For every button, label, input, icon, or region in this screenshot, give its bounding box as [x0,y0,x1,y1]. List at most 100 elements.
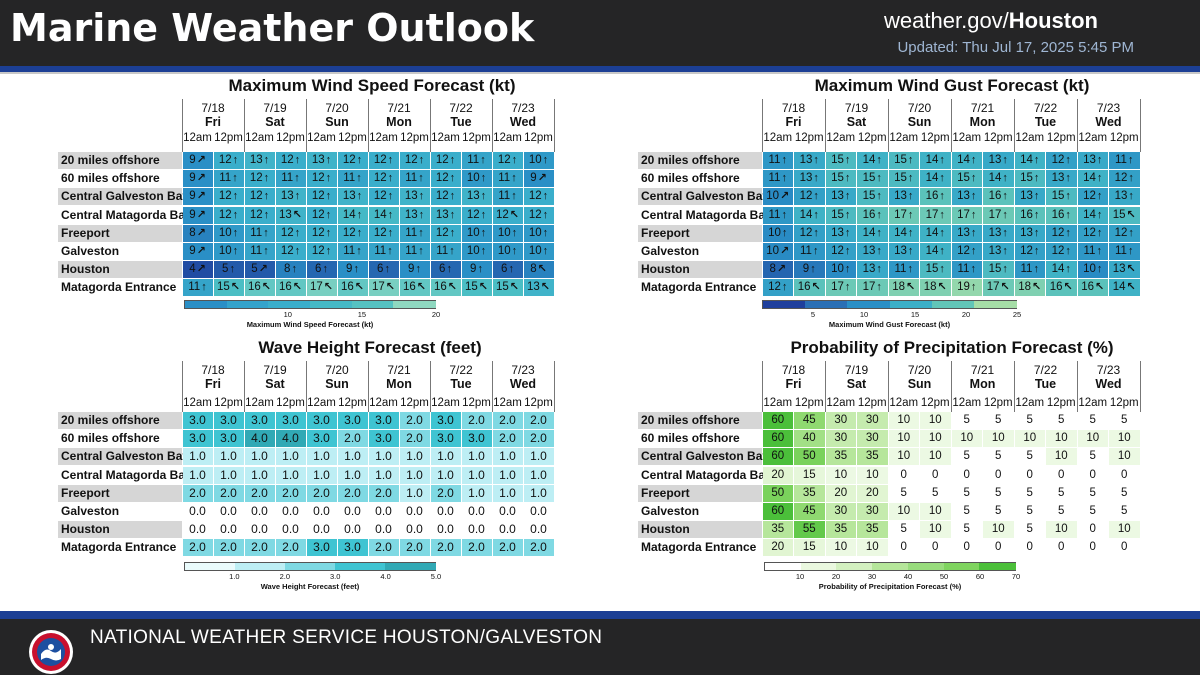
gust-value-cell: 11↑ [1109,152,1140,169]
wind-value-cell: 5↗ [244,261,275,279]
day-separator [430,361,431,412]
wind-value-cell: 5↑ [213,261,244,279]
wind-value: 13 [280,190,294,203]
wave-value: 1.0 [344,467,361,482]
gust-value-cell: 13↑ [857,261,888,279]
date-label: 7/21 [387,101,411,115]
gust-value-cell: 11↑ [1077,243,1108,260]
gust-value: 11 [894,263,907,276]
wind-direction-arrow-icon: ↑ [939,172,945,185]
wind-value: 12 [404,154,418,166]
pop-value-cell: 5 [983,448,1014,466]
wind-value: 10 [466,245,480,257]
pop-value-cell: 30 [825,503,856,520]
gust-value: 17 [831,281,844,294]
wave-value-cell: 0.0 [182,503,213,520]
date-label: 7/23 [1096,363,1121,377]
gust-value: 14 [925,226,939,239]
wave-value: 1.0 [530,467,547,482]
wind-value-cell: 13↑ [306,152,337,169]
gust-value-cell: 13↑ [888,188,919,206]
gust-value: 18 [923,281,937,294]
wind-direction-arrow-icon: ↑ [1002,172,1008,185]
wave-value-cell: 1.0 [275,466,306,484]
day-label: Mon [969,115,996,129]
gust-value: 15 [894,154,907,166]
gust-value-cell: 11↑ [1109,243,1140,260]
wave-value-cell: 0.0 [523,503,554,520]
wind-value-cell: 16↖ [244,279,275,297]
gust-value: 13 [1051,172,1065,185]
pop-value: 0 [1089,541,1096,554]
wind-direction-arrow-icon: ↑ [876,226,882,239]
wind-direction-arrow-icon: ↑ [1127,245,1134,257]
wave-value: 0.0 [313,504,330,518]
gust-value: 10 [766,190,780,203]
location-label: 20 miles offshore [58,152,182,169]
wind-value: 13 [249,154,263,166]
wind-direction-arrow-icon: ↑ [907,263,913,276]
wind-value: 4 [189,263,196,276]
wind-value-cell: 12↑ [213,188,244,206]
wind-value-cell: 10↑ [461,170,492,188]
gust-value-cell: 18↖ [888,279,919,297]
wave-value-cell: 1.0 [492,466,523,484]
wave-value: 0.0 [189,504,206,518]
pop-value: 10 [991,523,1005,536]
gust-value-cell: 13↑ [794,170,825,188]
gust-legend-title: Maximum Wind Gust Forecast (kt) [828,320,951,329]
wind-direction-arrow-icon: ↑ [970,263,976,276]
wind-value: 12 [280,245,294,257]
wind-direction-arrow-icon: ↑ [263,172,270,185]
wind-value-cell: 12↑ [275,243,306,260]
wave-value-cell: 0.0 [492,521,523,539]
time-label: 12am [431,397,460,409]
wave-value: 2.0 [251,485,268,500]
wind-value: 13 [466,190,480,203]
legend-tick-label: 15 [357,310,367,319]
gust-value-cell: 12↑ [794,188,825,206]
gust-value: 15 [957,172,970,185]
wind-value-cell: 13↑ [244,152,275,169]
wind-value: 11 [343,172,356,185]
wind-direction-arrow-icon: ↑ [294,190,301,203]
gust-value: 11 [1115,154,1127,166]
wave-value: 4.0 [282,431,299,446]
wind-gust-panel: Maximum Wind Gust Forecast (kt) 7/18 Fri 12… [600,76,1200,338]
wind-value: 11 [405,226,418,239]
wave-value-cell: 3.0 [337,539,368,557]
wave-value: 1.0 [251,449,268,464]
wind-value-cell: 11↑ [461,152,492,169]
wind-direction-arrow-icon: ↑ [1096,172,1103,185]
pop-value: 10 [834,541,848,554]
wind-value: 16 [247,281,261,294]
pop-value: 30 [834,432,848,445]
wind-direction-arrow-icon: ↑ [1002,245,1008,257]
wind-value: 13 [404,190,418,203]
wave-value-cell: 0.0 [368,503,399,520]
wave-value-cell: 2.0 [182,539,213,557]
day-separator [762,361,763,412]
wind-value: 12 [373,172,387,185]
gust-value-cell: 13↑ [1014,224,1045,242]
wind-value-cell: 12↑ [430,224,461,242]
gust-value-cell: 14↑ [794,206,825,224]
wind-direction-arrow-icon: ↑ [449,226,456,239]
wind-value-cell: 12↑ [306,188,337,206]
wind-value-cell: 16↖ [430,279,461,297]
wind-value: 10 [218,245,232,257]
site-url[interactable]: weather.gov/Houston [884,8,1098,34]
pop-value: 10 [928,505,942,517]
gust-value: 12 [768,281,781,294]
wave-value: 0.0 [220,504,237,518]
wind-direction-arrow-icon: ↑ [511,172,517,185]
gust-value: 14 [957,154,970,166]
gust-value-cell: 14↑ [951,152,982,169]
wind-value: 5 [251,263,258,276]
wind-value-cell: 16↖ [337,279,368,297]
gust-value: 9 [802,263,810,276]
wave-value-cell: 2.0 [430,484,461,502]
legend-color-swatch [847,301,891,308]
wind-value-cell: 8↗ [182,224,213,242]
pop-value-cell: 5 [1077,503,1108,520]
